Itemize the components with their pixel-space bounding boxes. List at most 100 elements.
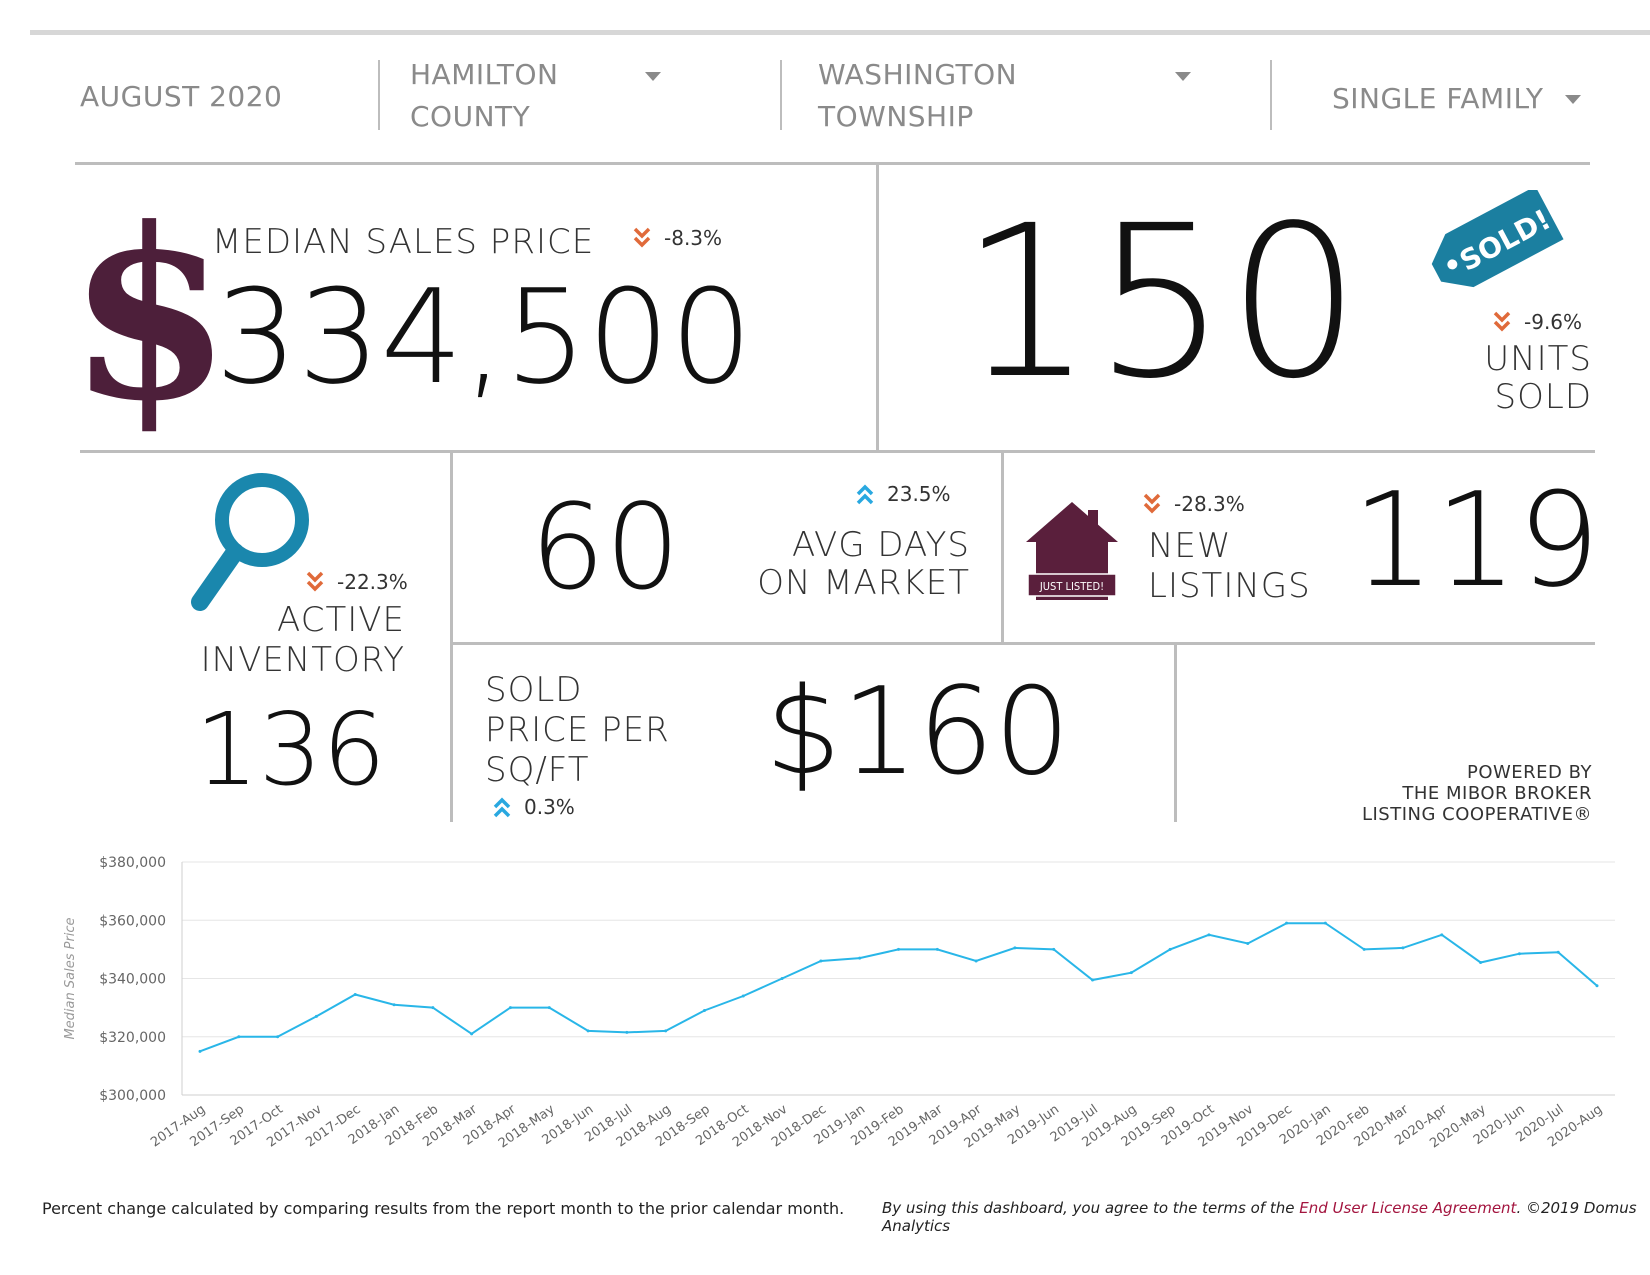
data-point <box>935 947 939 951</box>
township-line2: TOWNSHIP <box>818 100 974 133</box>
powered-by-line2: THE MIBOR BROKER <box>1402 783 1592 804</box>
median-price-change-value: -8.3% <box>664 226 723 250</box>
powered-by: POWERED BY THE MIBOR BROKER LISTING COOP… <box>1362 762 1592 825</box>
eula-link[interactable]: End User License Agreement <box>1299 1199 1517 1217</box>
data-point <box>1401 946 1405 950</box>
price-per-sqft-value: $160 <box>765 663 1071 802</box>
double-chevron-up-icon <box>493 797 511 818</box>
sold-tag-icon: SOLD! <box>1410 186 1570 314</box>
township-chevron-down-icon[interactable] <box>1175 72 1191 81</box>
data-point <box>1129 971 1133 975</box>
data-point <box>237 1035 241 1039</box>
avg-days-label-line2: ON MARKET <box>757 563 970 603</box>
active-inventory-label-line2: INVENTORY <box>200 640 405 680</box>
active-inventory-change: -22.3% <box>305 570 408 594</box>
county-dropdown[interactable]: HAMILTON COUNTY <box>410 54 558 138</box>
active-inventory-value: 136 <box>195 691 386 808</box>
new-listings-change: -28.3% <box>1142 492 1245 516</box>
median-price-change: -8.3% <box>632 226 722 250</box>
footer-terms-suffix: . ©2019 Domus Analytics <box>882 1199 1637 1235</box>
filter-divider <box>780 60 782 130</box>
grid-rule <box>452 642 1595 645</box>
data-point <box>508 1006 512 1010</box>
price-per-sqft-change: 0.3% <box>492 795 575 819</box>
y-tick-label: $360,000 <box>99 913 166 929</box>
data-point <box>1595 984 1599 988</box>
grid-rule <box>1001 452 1004 645</box>
new-listings-label: NEW LISTINGS <box>1148 526 1311 606</box>
price-per-sqft-label-line1: SOLD <box>485 670 583 710</box>
data-point <box>276 1035 280 1039</box>
data-point <box>1479 960 1483 964</box>
data-point <box>1246 942 1250 946</box>
y-axis-label: Median Sales Price <box>63 917 78 1039</box>
median-price-label: MEDIAN SALES PRICE <box>212 222 595 262</box>
y-tick-label: $380,000 <box>99 855 166 871</box>
avg-days-change-value: 23.5% <box>887 482 951 506</box>
active-inventory-change-value: -22.3% <box>337 570 408 594</box>
data-point <box>780 977 784 980</box>
just-listed-banner: JUST LISTED! <box>1039 580 1104 593</box>
data-point <box>392 1003 396 1007</box>
double-chevron-down-icon <box>1493 311 1511 332</box>
county-line1: HAMILTON <box>410 58 559 91</box>
double-chevron-down-icon <box>306 571 324 592</box>
units-sold-label: UNITS SOLD <box>1484 340 1592 416</box>
data-point <box>1517 952 1521 956</box>
dollar-sign-icon: $ <box>68 177 232 453</box>
township-line1: WASHINGTON <box>818 58 1018 91</box>
price-per-sqft-label-line2: PRICE PER <box>485 710 670 750</box>
data-point <box>741 994 745 998</box>
active-inventory-label-line1: ACTIVE <box>277 600 405 640</box>
data-point <box>1168 947 1172 951</box>
county-line2: COUNTY <box>410 100 531 133</box>
double-chevron-down-icon <box>1143 493 1161 514</box>
data-point <box>314 1014 318 1018</box>
data-point <box>1323 921 1327 925</box>
footer-terms: By using this dashboard, you agree to th… <box>882 1199 1650 1235</box>
property-type-dropdown[interactable]: SINGLE FAMILY <box>1332 82 1544 115</box>
data-point <box>702 1009 706 1013</box>
property-type-chevron-down-icon[interactable] <box>1565 95 1581 104</box>
footer-note: Percent change calculated by comparing r… <box>42 1199 845 1218</box>
data-point <box>1440 933 1444 937</box>
township-dropdown[interactable]: WASHINGTON TOWNSHIP <box>818 54 1017 138</box>
data-point <box>819 959 823 963</box>
data-point <box>897 947 900 951</box>
units-sold-value: 150 <box>960 180 1361 425</box>
price-per-sqft-change-value: 0.3% <box>524 795 575 819</box>
data-point <box>470 1032 474 1036</box>
data-point <box>974 959 978 963</box>
report-month[interactable]: AUGUST 2020 <box>80 80 283 113</box>
grid-rule <box>876 163 879 451</box>
units-sold-change-value: -9.6% <box>1524 310 1583 334</box>
y-tick-label: $320,000 <box>99 1030 166 1046</box>
y-tick-label: $300,000 <box>99 1088 166 1104</box>
data-point <box>547 1006 551 1010</box>
data-point <box>353 993 357 997</box>
avg-days-change: 23.5% <box>855 482 951 506</box>
price-per-sqft-label: SOLD PRICE PER SQ/FT <box>485 670 670 790</box>
data-point <box>664 1029 668 1033</box>
data-point <box>431 1006 435 1010</box>
new-listings-label-line1: NEW <box>1148 526 1232 566</box>
series-line <box>199 922 1598 1053</box>
data-point <box>858 956 862 960</box>
county-chevron-down-icon[interactable] <box>645 72 661 81</box>
units-sold-change: -9.6% <box>1492 310 1582 334</box>
grid-rule <box>450 452 453 822</box>
filter-divider <box>378 60 380 130</box>
median-price-line-chart: $300,000 $320,000 $340,000 $360,000 $380,000… <box>63 855 1615 1151</box>
filter-divider <box>1270 60 1272 130</box>
price-per-sqft-label-line3: SQ/FT <box>485 750 590 790</box>
avg-days-label: AVG DAYS ON MARKET <box>700 526 970 602</box>
data-point <box>1285 921 1289 925</box>
data-point <box>625 1030 629 1034</box>
y-tick-label: $340,000 <box>99 972 166 988</box>
data-point <box>1052 947 1056 951</box>
powered-by-line1: POWERED BY <box>1466 762 1592 783</box>
top-rule <box>30 30 1650 35</box>
magnifier-icon <box>185 470 315 624</box>
data-point <box>198 1049 202 1053</box>
double-chevron-down-icon <box>633 227 651 248</box>
